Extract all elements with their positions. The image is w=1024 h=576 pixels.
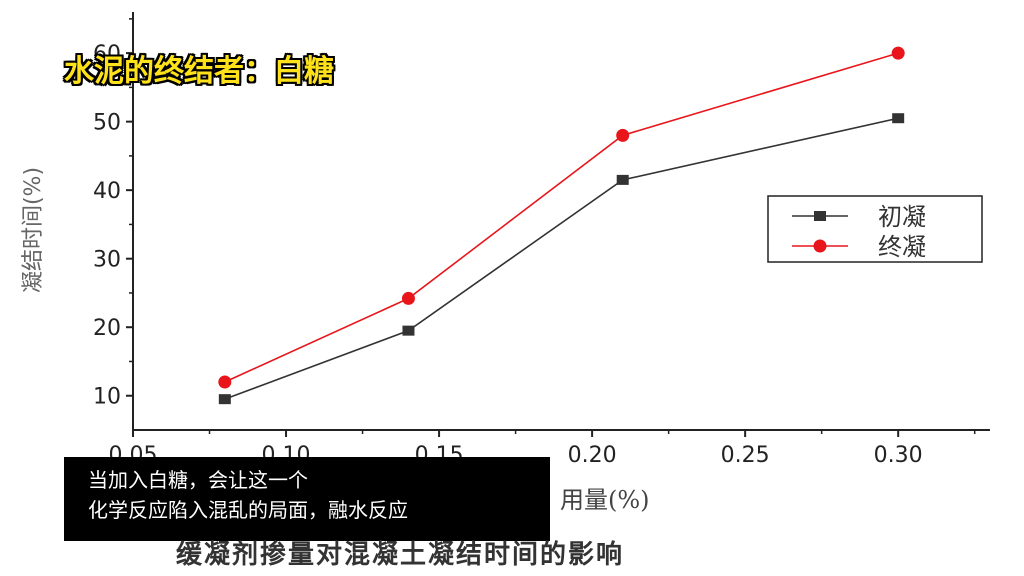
y-tick-label: 50 bbox=[93, 111, 121, 136]
data-point-circle bbox=[616, 128, 630, 142]
x-tick-label: 0.25 bbox=[721, 443, 770, 468]
y-tick-label: 30 bbox=[93, 248, 121, 273]
y-axis-label: 凝结时间(%) bbox=[21, 167, 46, 293]
data-point-circle bbox=[218, 375, 232, 389]
legend-square-marker bbox=[814, 211, 826, 221]
video-title: 水泥的终结者：白糖 bbox=[64, 54, 334, 89]
series-line-1 bbox=[224, 117, 899, 400]
legend-label: 初凝 bbox=[878, 203, 926, 231]
data-point-square bbox=[402, 325, 415, 336]
figure-caption: 缓凝剂掺量对混凝土凝结时间的影响 bbox=[176, 540, 625, 570]
series-line-2 bbox=[224, 52, 899, 383]
subtitle-line-2: 化学反应陷入混乱的局面，融水反应 bbox=[88, 498, 408, 522]
data-point-circle bbox=[401, 291, 415, 305]
legend-box bbox=[767, 195, 983, 263]
x-axis-label: 用量(%) bbox=[560, 486, 650, 514]
x-tick-label: 0.20 bbox=[568, 443, 617, 468]
data-point-square bbox=[218, 394, 231, 405]
y-tick-label: 20 bbox=[93, 316, 121, 341]
data-point-square bbox=[892, 113, 905, 124]
data-point-circle bbox=[891, 46, 905, 60]
x-tick-label: 0.30 bbox=[874, 443, 923, 468]
subtitle-line-1: 当加入白糖，会让这一个 bbox=[88, 468, 308, 492]
legend-label: 终凝 bbox=[878, 233, 926, 261]
y-tick-label: 40 bbox=[93, 179, 121, 204]
subtitle-box: 当加入白糖，会让这一个 化学反应陷入混乱的局面，融水反应 bbox=[64, 457, 550, 541]
data-point-square bbox=[616, 174, 629, 185]
legend-circle-marker bbox=[813, 239, 827, 253]
y-tick-label: 10 bbox=[93, 385, 121, 410]
y-tick-label: 60 bbox=[93, 42, 121, 67]
